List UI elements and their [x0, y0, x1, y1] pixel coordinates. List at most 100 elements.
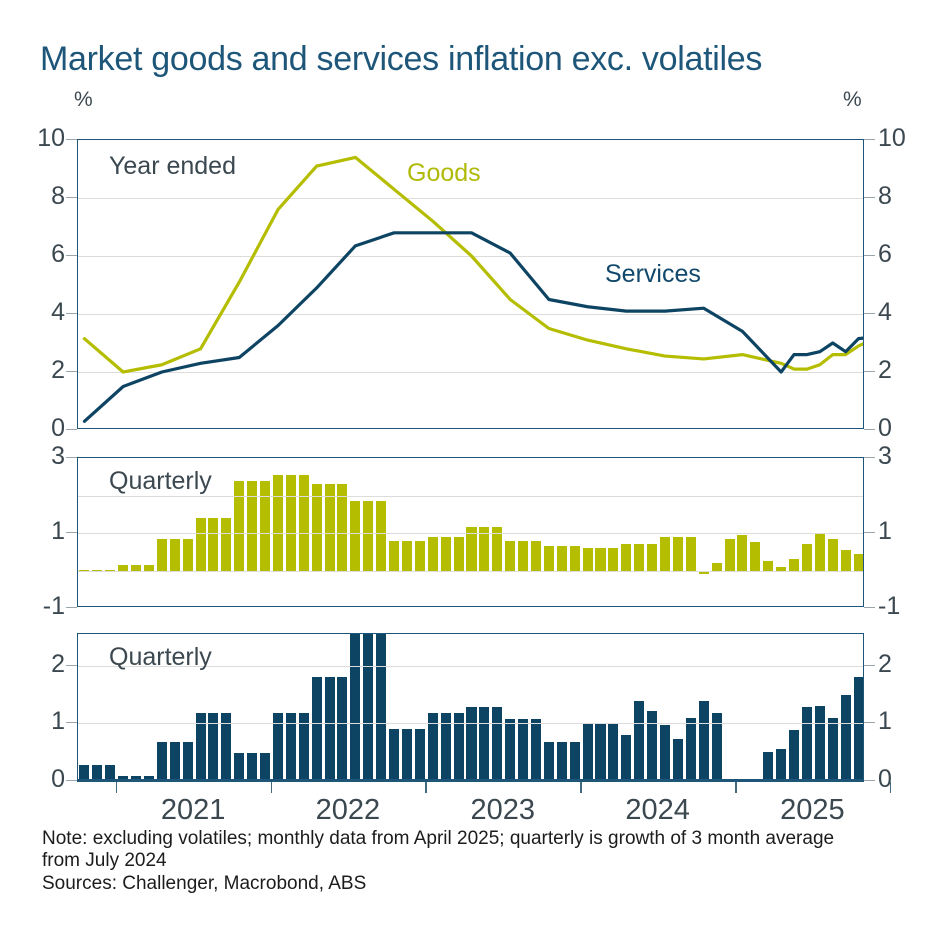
- note-line-2: from July 2024: [42, 850, 167, 872]
- bar: [92, 765, 103, 779]
- y-tick-label-left: 10: [37, 124, 65, 152]
- bar: [389, 540, 400, 571]
- y-tick-mark: [66, 780, 77, 781]
- bar: [221, 712, 232, 779]
- bar: [659, 724, 671, 779]
- x-tick-label: 2024: [625, 794, 690, 826]
- bar: [672, 536, 683, 571]
- bar: [143, 564, 154, 571]
- y-tick-label-left: 1: [51, 517, 65, 545]
- bar: [401, 540, 412, 571]
- bar: [827, 717, 838, 779]
- bar: [776, 749, 787, 779]
- bar: [685, 717, 696, 779]
- bar: [195, 518, 206, 571]
- x-tick-label: 2025: [780, 794, 845, 826]
- line-series-group: [82, 155, 863, 423]
- y-tick-mark: [66, 532, 77, 533]
- bar: [492, 707, 503, 779]
- bar: [208, 518, 219, 571]
- bar: [505, 719, 516, 779]
- bar: [789, 730, 800, 779]
- y-tick-mark: [66, 429, 77, 430]
- bar: [389, 729, 400, 779]
- bar: [143, 775, 154, 779]
- y-tick-label-right: 4: [878, 298, 892, 326]
- y-tick-mark: [864, 607, 875, 608]
- bar: [156, 538, 167, 571]
- panel2-annotation: Quarterly: [109, 467, 212, 495]
- bar: [556, 546, 567, 571]
- y-tick-mark: [864, 255, 875, 256]
- y-tick-mark: [66, 457, 77, 458]
- bar: [827, 538, 838, 571]
- bar: [182, 741, 193, 779]
- bar: [647, 710, 658, 779]
- bar: [376, 634, 387, 779]
- bar: [169, 538, 180, 571]
- bar: [840, 549, 851, 571]
- bar: [608, 723, 619, 779]
- bar: [763, 561, 774, 571]
- bar: [737, 534, 748, 571]
- bar: [92, 569, 103, 571]
- gridline: [78, 198, 863, 199]
- bar: [569, 741, 580, 779]
- bar: [530, 540, 542, 571]
- y-tick-label-left: 6: [51, 240, 65, 268]
- y-tick-label-right: 3: [878, 442, 892, 470]
- bar: [518, 540, 529, 571]
- y-tick-label-left: 1: [51, 707, 65, 736]
- series-label-services: Services: [605, 260, 701, 288]
- bar: [260, 752, 271, 779]
- bar: [440, 536, 451, 571]
- gridline: [78, 533, 863, 534]
- bar: [247, 752, 258, 779]
- y-tick-label-right: 10: [878, 124, 906, 152]
- bar: [131, 564, 142, 571]
- y-tick-mark: [66, 313, 77, 314]
- y-tick-label-left: 0: [51, 765, 65, 793]
- y-tick-mark: [66, 607, 77, 608]
- bar: [595, 723, 606, 779]
- y-tick-label-right: 0: [878, 414, 892, 442]
- bar: [208, 712, 219, 779]
- panel-services-quarterly: [77, 633, 864, 780]
- bar: [401, 729, 412, 779]
- panel-year-ended: [77, 139, 864, 429]
- unit-label-right: %: [843, 88, 862, 111]
- y-tick-mark: [66, 197, 77, 198]
- bar: [247, 480, 258, 571]
- x-axis-line: [77, 780, 864, 782]
- bar: [272, 712, 283, 779]
- bar: [853, 553, 863, 571]
- bar: [634, 544, 645, 571]
- y-tick-mark: [864, 722, 875, 723]
- bar: [260, 480, 271, 571]
- x-tick-mark: [580, 782, 582, 793]
- y-tick-mark: [864, 780, 875, 781]
- bar: [621, 544, 632, 571]
- y-tick-label-right: 2: [878, 356, 892, 384]
- y-tick-mark: [864, 665, 875, 666]
- note-line-1: Note: excluding volatiles; monthly data …: [42, 828, 835, 849]
- bar: [479, 527, 490, 571]
- bar: [518, 719, 529, 779]
- bar: [466, 527, 477, 571]
- bar: [505, 540, 516, 571]
- bar: [569, 546, 580, 571]
- bar: [324, 484, 335, 571]
- bar: [724, 538, 735, 571]
- y-tick-label-left: 0: [51, 414, 65, 442]
- bar: [853, 677, 863, 779]
- y-tick-mark: [66, 255, 77, 256]
- bar: [118, 564, 129, 571]
- x-tick-mark: [425, 782, 427, 793]
- bar: [234, 752, 245, 779]
- bar: [789, 559, 800, 571]
- series-label-goods: Goods: [407, 159, 481, 187]
- bar: [698, 701, 709, 779]
- bar: [440, 712, 451, 779]
- y-tick-label-left: -1: [42, 592, 65, 620]
- unit-label-left: %: [74, 88, 93, 111]
